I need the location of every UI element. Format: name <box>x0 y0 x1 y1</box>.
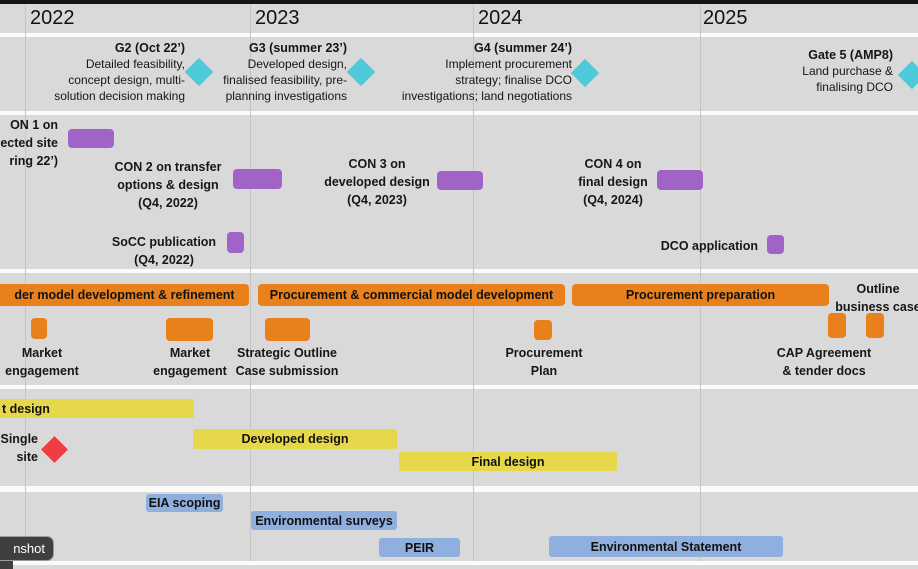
final-design-bar[interactable]: Final design <box>399 452 617 471</box>
procurement-plan-label: Procurement Plan <box>505 346 583 379</box>
market-engagement-2-bar[interactable] <box>166 318 213 341</box>
gate-g3-desc: Developed design, finalised feasibility,… <box>223 57 347 103</box>
year-header-band <box>0 4 918 33</box>
market-engagement-1-label: Market engagement <box>5 346 79 379</box>
strategic-outline-case-bar[interactable] <box>265 318 310 341</box>
environmental-surveys-bar[interactable]: Environmental surveys <box>251 511 397 530</box>
con4-label: CON 4 on final design (Q4, 2024) <box>578 157 648 208</box>
eia-scoping-bar-label: EIA scoping <box>148 496 221 510</box>
consultation-row-band <box>0 115 918 269</box>
strategic-outline-case-label: Strategic Outline Case submission <box>235 346 339 379</box>
procurement-plan-bar[interactable] <box>534 320 552 340</box>
dco-application-bar[interactable] <box>767 235 784 254</box>
con3-bar[interactable] <box>437 171 483 190</box>
con2-label: CON 2 on transfer options & design (Q4, … <box>114 160 222 211</box>
gridline-2025 <box>700 4 701 561</box>
dco-application-label: DCO application <box>660 239 758 253</box>
gate-g2-label: G2 (Oct 22’) Detailed feasibility, conce… <box>5 40 185 104</box>
final-design-bar-label: Final design <box>471 454 545 469</box>
year-label-2024: 2024 <box>478 7 523 29</box>
bottom-band <box>0 565 918 569</box>
environmental-surveys-bar-label: Environmental surveys <box>255 513 393 528</box>
screenshot-tooltip-label: nshot <box>13 541 45 556</box>
con3-label: CON 3 on developed design (Q4, 2023) <box>324 157 430 208</box>
con1-bar[interactable] <box>68 129 114 148</box>
gridline-2024 <box>473 4 474 561</box>
gate-g3-label: G3 (summer 23’) Developed design, finali… <box>162 40 347 104</box>
procurement-preparation-bar-label: Procurement preparation <box>625 288 776 302</box>
single-site-label: Single site <box>0 432 38 465</box>
procurement-preparation-bar[interactable]: Procurement preparation <box>572 284 829 306</box>
gate-5-title: Gate 5 (AMP8) <box>808 48 893 62</box>
market-engagement-1-bar[interactable] <box>31 318 47 339</box>
gate-g2-title: G2 (Oct 22’) <box>114 41 185 55</box>
con2-bar[interactable] <box>233 169 282 189</box>
concept-design-bar[interactable]: t design <box>0 399 194 418</box>
gates-row-band <box>0 37 918 111</box>
environmental-statement-bar[interactable]: Environmental Statement <box>549 536 783 557</box>
gate-5-label: Gate 5 (AMP8) Land purchase & finalising… <box>753 47 893 95</box>
socc-bar[interactable] <box>227 232 244 253</box>
year-label-2023: 2023 <box>255 7 300 29</box>
con1-label: ON 1 on ected site ring 22’) <box>0 118 58 169</box>
cap-agreement-label: CAP Agreement & tender docs <box>776 346 872 379</box>
outline-business-case-label: Outline business case <box>835 282 918 315</box>
developed-design-bar-label: Developed design <box>241 432 349 446</box>
environmental-statement-bar-label: Environmental Statement <box>590 539 742 554</box>
peir-bar-label: PEIR <box>404 540 435 555</box>
socc-label: SoCC publication (Q4, 2022) <box>111 235 217 268</box>
gate-g3-title: G3 (summer 23’) <box>249 41 347 55</box>
year-label-2025: 2025 <box>703 7 748 29</box>
con4-bar[interactable] <box>657 170 703 190</box>
gridline-2023 <box>250 4 251 561</box>
cap-agreement-bar-2[interactable] <box>866 313 884 338</box>
developed-design-bar[interactable]: Developed design <box>193 429 397 449</box>
market-engagement-2-label: Market engagement <box>153 346 227 379</box>
peir-bar[interactable]: PEIR <box>379 538 460 557</box>
concept-design-bar-label: t design <box>2 401 50 416</box>
gate-g4-title: G4 (summer 24’) <box>474 41 572 55</box>
model-development-bar-label: der model development & refinement <box>14 288 235 302</box>
eia-scoping-bar[interactable]: EIA scoping <box>146 494 223 512</box>
cap-agreement-bar-1[interactable] <box>828 313 846 338</box>
screenshot-tooltip[interactable]: nshot <box>0 536 54 561</box>
procurement-commercial-model-bar-label: Procurement & commercial model developme… <box>269 288 554 302</box>
year-label-2022: 2022 <box>30 7 75 29</box>
gridline-2022 <box>25 4 26 561</box>
model-development-bar[interactable]: der model development & refinement <box>0 284 249 306</box>
gate-g2-desc: Detailed feasibility, concept design, mu… <box>54 57 185 103</box>
gate-g4-label: G4 (summer 24’) Implement procurement st… <box>362 40 572 104</box>
procurement-commercial-model-bar[interactable]: Procurement & commercial model developme… <box>258 284 565 306</box>
gate-g4-desc: Implement procurement strategy; finalise… <box>401 57 572 103</box>
gate-5-desc: Land purchase & finalising DCO <box>802 64 893 94</box>
window-top-edge <box>0 0 918 4</box>
